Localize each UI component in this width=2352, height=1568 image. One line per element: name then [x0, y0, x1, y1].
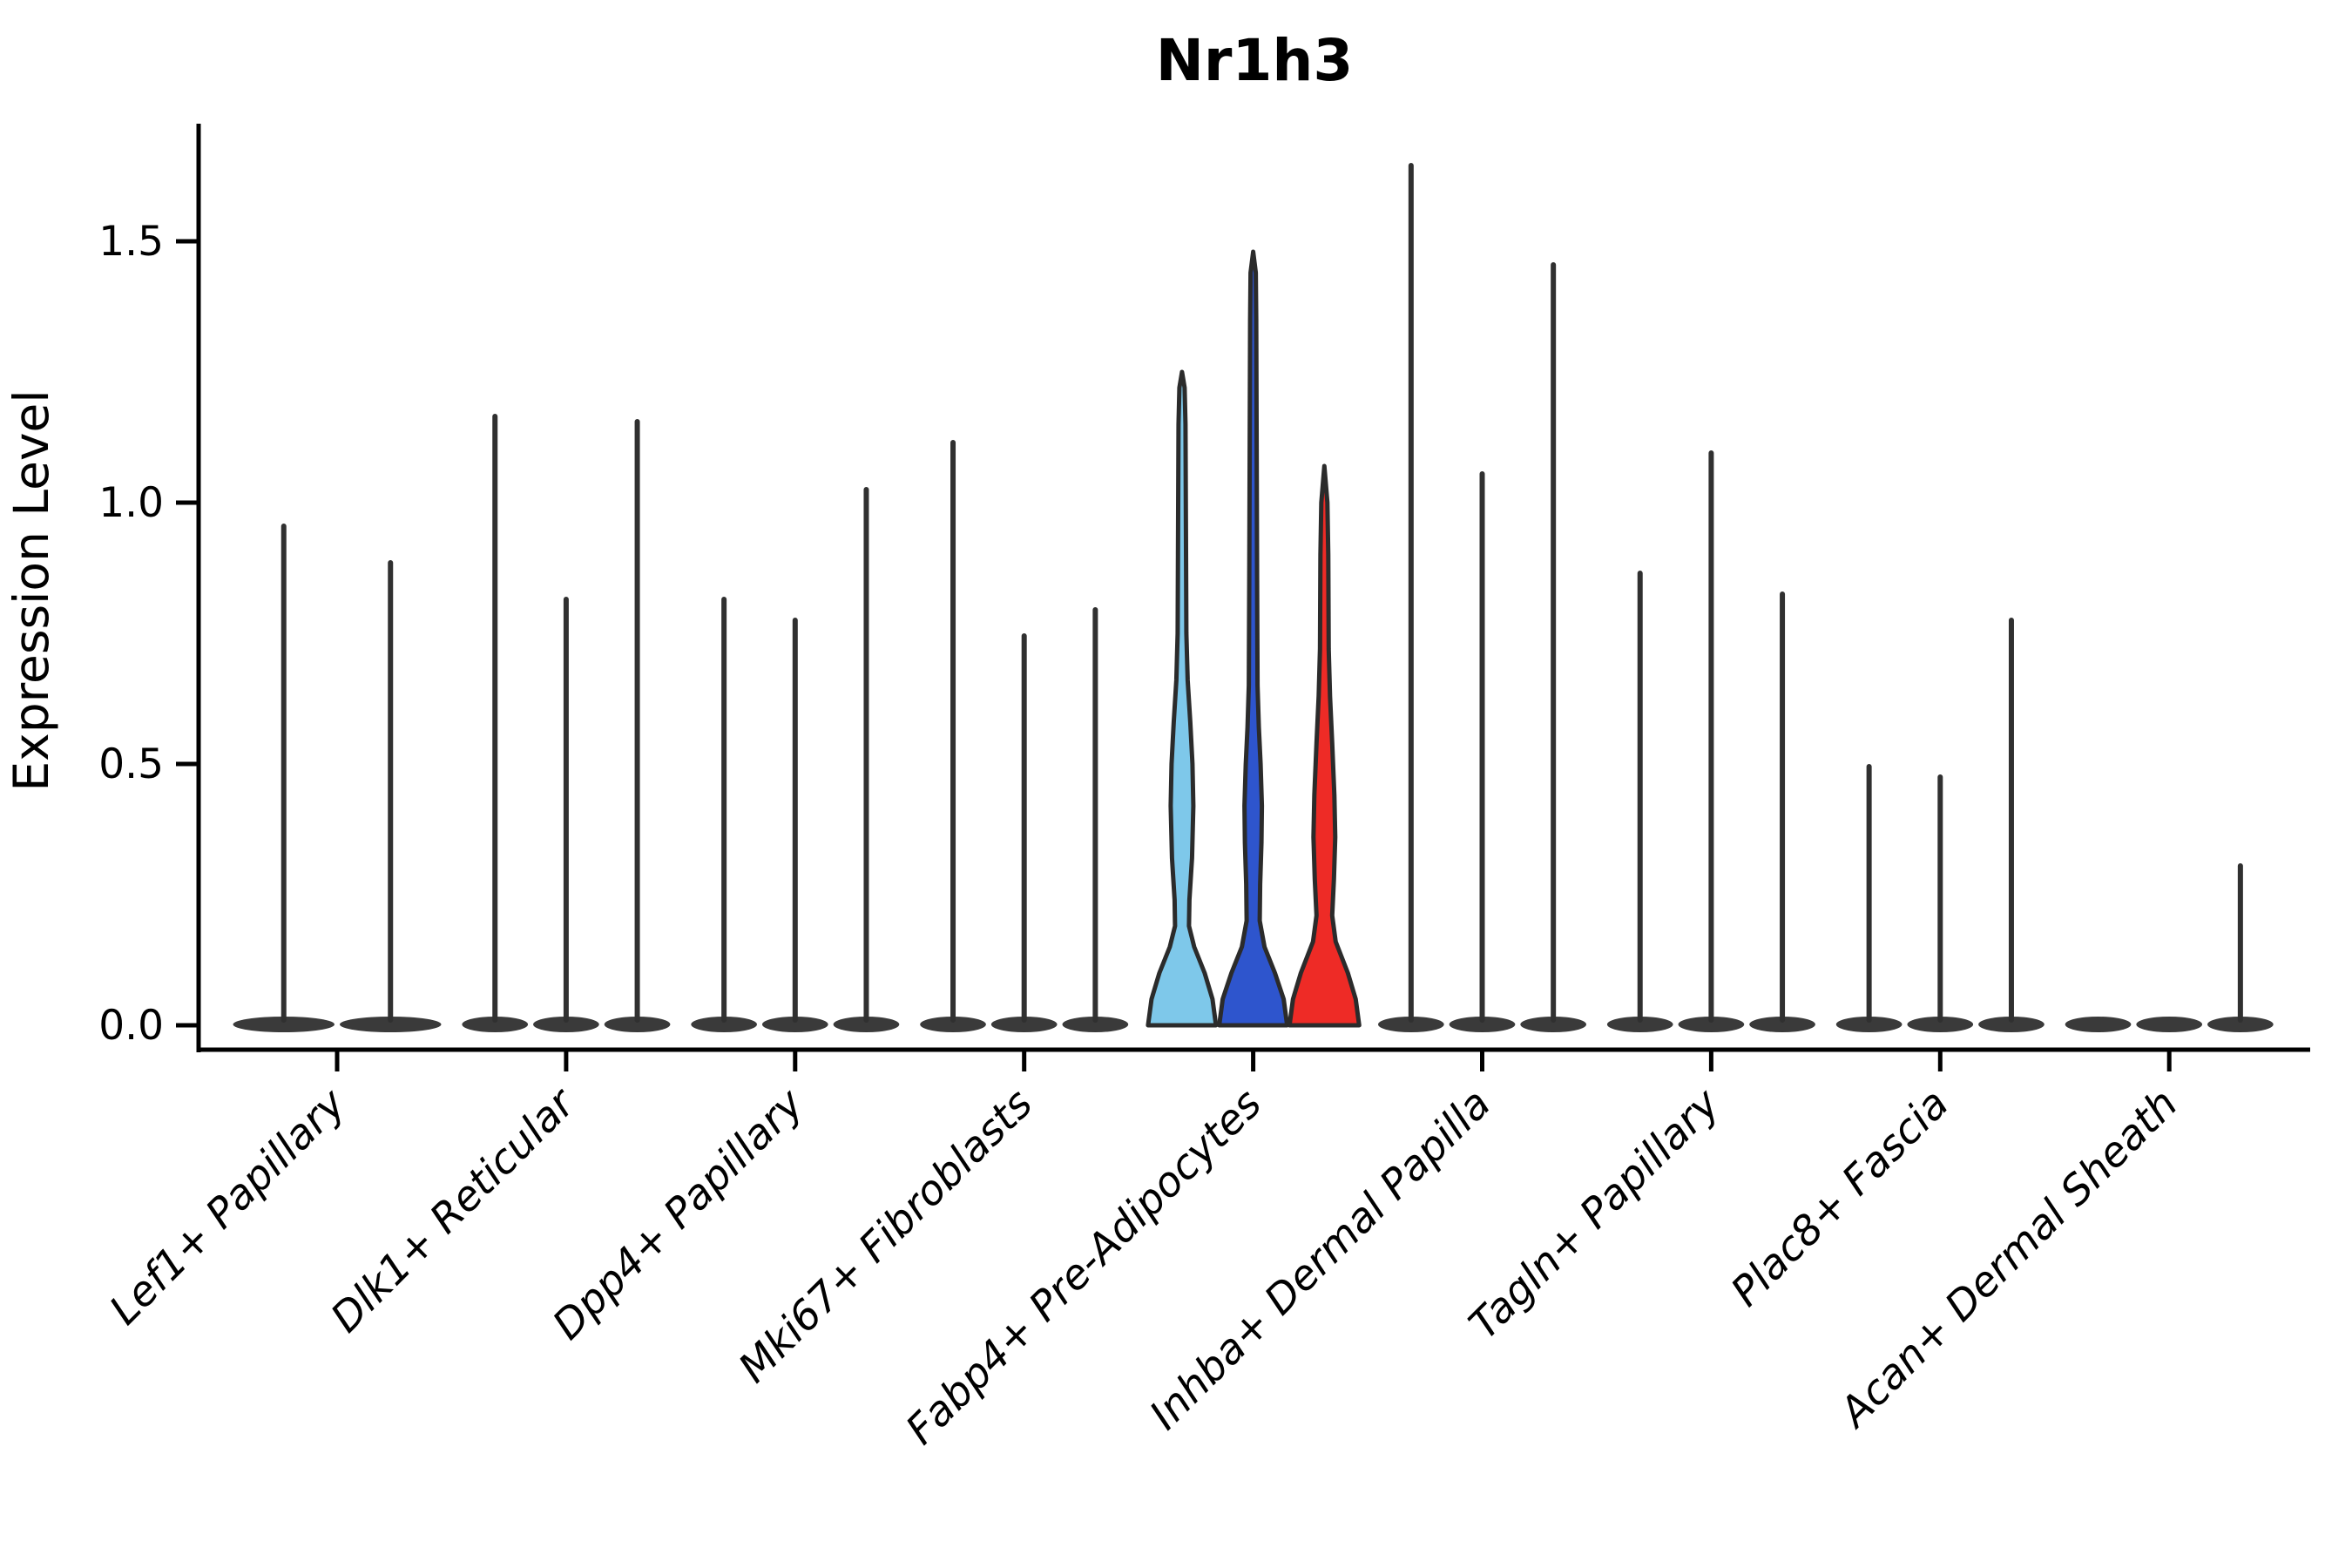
violin-baseline-3-2 [1062, 1017, 1129, 1032]
violin-group-layer [233, 163, 2274, 1032]
y-axis-label: Expression Level [3, 389, 59, 791]
violin-baseline-2-1 [761, 1017, 828, 1032]
violin-density-4-0 [1146, 369, 1219, 1028]
violin-baseline-8-2 [2207, 1017, 2274, 1032]
violin-baseline-2-2 [833, 1017, 900, 1032]
y-tick-label-1: 0.5 [98, 740, 164, 788]
violin-baseline-0-0 [233, 1017, 335, 1032]
violin-density-4-2 [1287, 463, 1362, 1028]
violin-baseline-7-1 [1907, 1017, 1974, 1032]
violin-baseline-0-1 [340, 1017, 442, 1032]
violin-baseline-7-0 [1835, 1017, 1903, 1032]
violin-baseline-6-0 [1606, 1017, 1673, 1032]
violin-baseline-8-1 [2136, 1017, 2203, 1032]
y-tick-label-0: 0.0 [98, 1002, 164, 1050]
violin-density-4-1 [1217, 249, 1290, 1028]
violin-baseline-5-0 [1378, 1017, 1444, 1032]
y-tick-label-3: 1.5 [98, 218, 164, 266]
violin-baseline-5-1 [1449, 1017, 1516, 1032]
violin-baseline-7-2 [1978, 1017, 2044, 1032]
y-tick-label-2: 1.0 [98, 479, 164, 527]
violin-baseline-2-0 [691, 1017, 757, 1032]
violin-baseline-5-2 [1520, 1017, 1586, 1032]
plot-title: Nr1h3 [1156, 27, 1354, 94]
violin-baseline-6-1 [1678, 1017, 1745, 1032]
violin-baseline-1-1 [533, 1017, 599, 1032]
violin-baseline-1-0 [462, 1017, 529, 1032]
violin-baseline-1-2 [604, 1017, 671, 1032]
violin-baseline-8-0 [2065, 1017, 2132, 1032]
violin-baseline-6-2 [1749, 1017, 1815, 1032]
violin-baseline-3-0 [920, 1017, 986, 1032]
axes-layer [176, 124, 2310, 1071]
violin-baseline-3-1 [990, 1017, 1058, 1032]
